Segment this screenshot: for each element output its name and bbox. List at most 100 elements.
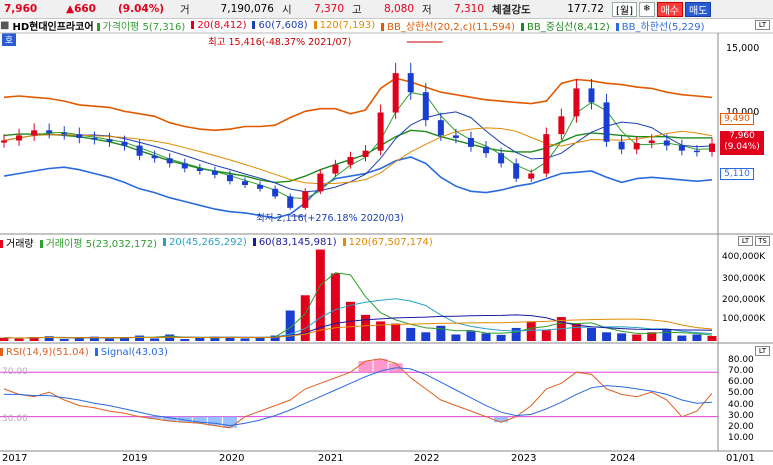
quote-badge[interactable]: 호 xyxy=(2,33,16,46)
vol-ma20-line xyxy=(3,298,713,339)
rsi-ytick: 40.00 xyxy=(728,399,754,410)
gear-icon[interactable]: ❄ xyxy=(639,1,655,17)
rsi-ytick: 10.00 xyxy=(728,432,754,443)
volume-bar xyxy=(180,339,190,341)
candle-body xyxy=(287,196,294,208)
volume-bar xyxy=(285,310,295,341)
candle-body xyxy=(302,191,309,208)
candle-body xyxy=(181,163,188,169)
candle-body xyxy=(558,116,565,135)
candle-body xyxy=(76,134,83,138)
bb-upper-tag: 9,490 xyxy=(720,113,754,125)
legend-ma60: 60(7,608) xyxy=(252,20,310,31)
volume-value: 7,190,076 xyxy=(220,3,274,15)
volume-legend: 거래량 거래이평 5(23,032,172) 20(45,265,292) 60… xyxy=(0,235,439,250)
rsi-oversold-fill xyxy=(222,416,237,428)
volume-bar xyxy=(240,338,250,341)
price-change-pct: (9.04%) xyxy=(118,3,165,15)
volume-bar xyxy=(300,295,310,341)
volume-bar xyxy=(707,335,717,341)
volume-bar xyxy=(511,327,521,341)
price-lt-button[interactable]: LT xyxy=(755,20,770,30)
x-label: 2023 xyxy=(511,453,537,464)
volume-bar xyxy=(526,321,536,341)
candle-body xyxy=(1,140,7,143)
candle-body xyxy=(242,181,249,185)
candle-body xyxy=(121,141,128,146)
x-label: 2022 xyxy=(414,453,440,464)
legend-vol-ma5: 거래이평 5(23,032,172) xyxy=(39,235,160,250)
candle-body xyxy=(483,146,490,154)
bb-lower-tag: 5,110 xyxy=(720,168,754,180)
legend-ma20: 20(8,412) xyxy=(191,20,249,31)
period-button[interactable]: [월] xyxy=(612,1,638,17)
legend-signal: Signal(43.03) xyxy=(94,347,171,358)
volume-ytick: 200,000K xyxy=(722,295,766,305)
candle-body xyxy=(332,164,339,174)
vol-ma60-line xyxy=(3,314,713,339)
candle-body xyxy=(392,73,399,113)
buy-button[interactable]: 매수 xyxy=(656,1,683,17)
rsi-ytick: 20.00 xyxy=(728,421,754,432)
vol-ma5-line xyxy=(3,272,713,339)
candle-body xyxy=(678,145,685,151)
x-label: 2021 xyxy=(318,453,344,464)
rsi-ytick: 80.00 xyxy=(728,355,754,366)
rsi-ytick: 30.00 xyxy=(728,410,754,421)
volume-label: 거 xyxy=(180,3,190,16)
sell-button[interactable]: 매도 xyxy=(684,1,712,17)
x-label: 2024 xyxy=(610,453,636,464)
volume-bar xyxy=(617,333,627,341)
x-label: 2019 xyxy=(122,453,148,464)
rsi-level-high: 70.00 xyxy=(2,367,28,377)
volume-bar xyxy=(692,334,702,341)
rsi-oversold-fill xyxy=(162,416,177,422)
low-label: 저 xyxy=(422,3,432,16)
strength-value: 177.72 xyxy=(567,3,604,15)
strength-label: 체결강도 xyxy=(492,3,531,16)
volume-ts-button[interactable]: TS xyxy=(755,236,770,246)
volume-bar xyxy=(466,331,476,341)
candle-body xyxy=(603,102,610,142)
candle-body xyxy=(573,88,580,117)
candle-body xyxy=(166,158,173,164)
candle-body xyxy=(196,168,203,171)
candle-body xyxy=(226,174,233,182)
legend-ma5: 가격이평 5(7,316) xyxy=(96,18,189,33)
candle-body xyxy=(257,184,264,189)
candle-body xyxy=(498,153,505,164)
legend-volume: 거래량 xyxy=(0,235,37,250)
volume-bar xyxy=(120,337,130,341)
volume-bar xyxy=(195,337,205,341)
current-price-tag-value: 7,960 xyxy=(729,131,755,141)
rsi-ytick: 50.00 xyxy=(728,388,754,399)
open-label: 시 xyxy=(282,3,292,16)
price-change: ▲660 xyxy=(66,3,96,15)
volume-bar xyxy=(104,338,114,341)
candle-body xyxy=(407,73,414,93)
volume-bar xyxy=(0,337,9,341)
candle-body xyxy=(422,92,429,121)
legend-rsi: RSI(14,9)(51.04) xyxy=(0,347,92,358)
x-label: 01/01 xyxy=(726,453,755,464)
volume-bar xyxy=(571,323,581,341)
low-annotation: 최저 2,116(+276.18% 2020/03) xyxy=(256,213,404,224)
high-value: 8,080 xyxy=(383,3,414,15)
candle-body xyxy=(272,188,279,197)
candle-body xyxy=(452,135,459,138)
volume-lt-button[interactable]: LT xyxy=(738,236,753,246)
candle-body xyxy=(106,139,113,142)
vol-ma120-line xyxy=(3,318,713,339)
bb-mid-line xyxy=(3,129,713,184)
legend-ma120: 120(7,193) xyxy=(313,20,379,31)
volume-bar xyxy=(29,337,39,341)
rsi-lt-button[interactable]: LT xyxy=(755,346,770,356)
rsi-overbought-fill xyxy=(388,363,403,373)
volume-bar xyxy=(59,339,69,341)
volume-bar xyxy=(14,338,24,341)
volume-bar xyxy=(44,336,54,341)
candle-body xyxy=(693,150,700,153)
volume-bar xyxy=(496,334,506,341)
volume-bar xyxy=(632,334,642,341)
